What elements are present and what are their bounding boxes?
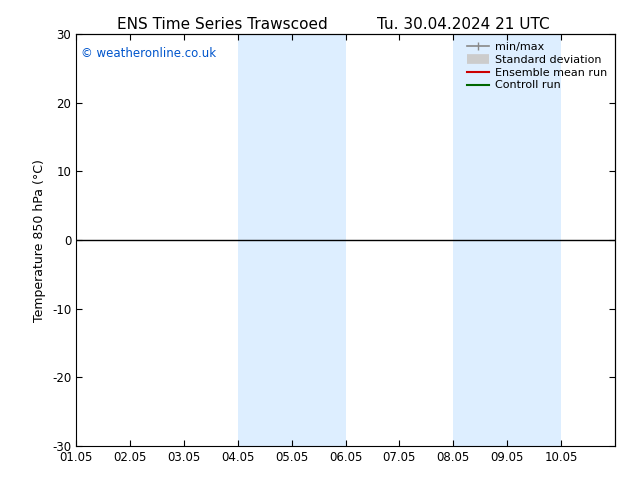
Bar — [292, 34, 346, 446]
Bar — [507, 34, 561, 446]
Bar — [453, 34, 507, 446]
Text: © weatheronline.co.uk: © weatheronline.co.uk — [81, 47, 217, 60]
Legend: min/max, Standard deviation, Ensemble mean run, Controll run: min/max, Standard deviation, Ensemble me… — [463, 38, 612, 95]
Text: Tu. 30.04.2024 21 UTC: Tu. 30.04.2024 21 UTC — [377, 17, 549, 32]
Y-axis label: Temperature 850 hPa (°C): Temperature 850 hPa (°C) — [34, 159, 46, 321]
Bar — [238, 34, 292, 446]
Text: ENS Time Series Trawscoed: ENS Time Series Trawscoed — [117, 17, 327, 32]
